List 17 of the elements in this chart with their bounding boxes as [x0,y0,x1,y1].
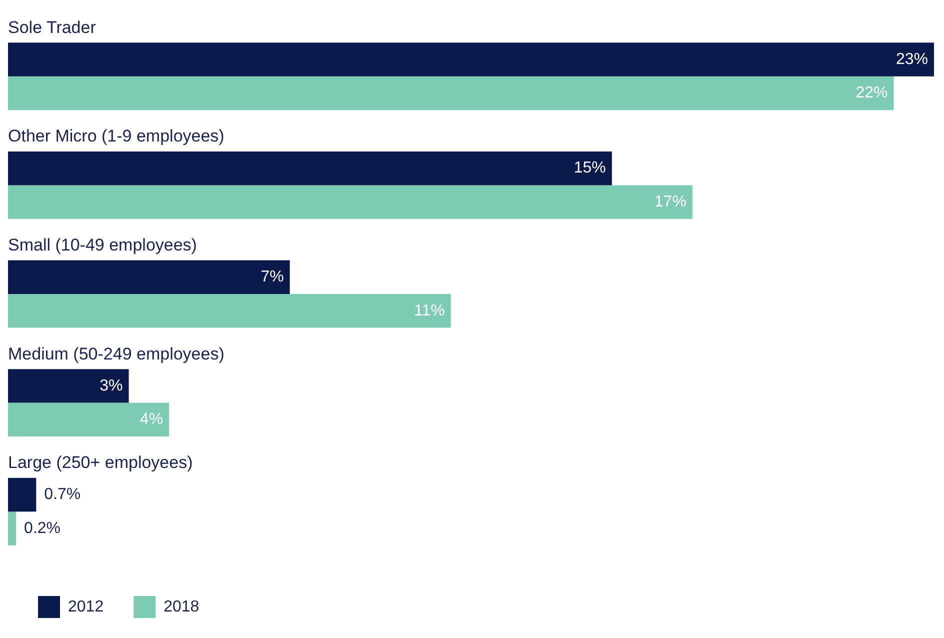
data-label: 22% [856,84,888,102]
data-label: 0.7% [44,486,81,504]
y-tick-label: Medium (50-249 employees) [8,344,224,364]
data-label: 7% [260,268,284,286]
y-tick-label: Other Micro (1-9 employees) [8,126,224,146]
data-label: 4% [140,411,164,428]
data-label: 11% [414,302,445,320]
legend-label: 2018 [164,598,200,616]
y-tick-label: Sole Trader [8,18,96,37]
y-tick-label: Small (10-49 employees) [8,235,197,254]
data-label: 0.2% [24,520,61,537]
data-label: 17% [654,193,686,210]
y-tick-label: Large (250+ employees) [8,453,193,472]
data-label: 3% [100,377,123,394]
data-label: 23% [896,50,928,68]
data-label: 15% [574,160,606,177]
legend-label: 2012 [68,598,104,616]
